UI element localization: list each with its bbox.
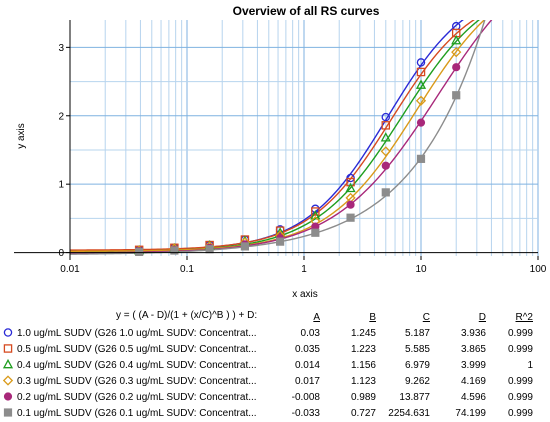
param-value-B: 1.123 (351, 376, 376, 387)
fit-curve-3 (70, 20, 486, 252)
data-point (205, 245, 214, 254)
param-value-R2: 1 (527, 360, 533, 371)
data-point (416, 67, 426, 77)
data-point (380, 132, 391, 142)
data-point (170, 246, 179, 255)
data-point (451, 34, 462, 45)
x-tick-label: 1 (301, 264, 307, 275)
param-value-B: 0.989 (351, 392, 376, 403)
legend-marker (3, 408, 13, 417)
legend-marker (3, 328, 13, 337)
legend-label: 0.3 ug/mL SUDV (G26 0.3 ug/mL SUDV: Conc… (17, 376, 257, 387)
param-header-C: C (423, 312, 430, 323)
param-value-A: 0.035 (295, 344, 320, 355)
x-tick-label: 0.1 (180, 264, 194, 275)
param-value-R2: 0.999 (508, 376, 533, 387)
data-point (381, 188, 390, 197)
data-point (346, 213, 355, 222)
param-value-B: 1.156 (351, 360, 376, 371)
param-value-C: 9.262 (405, 376, 430, 387)
legend-marker (3, 344, 13, 353)
data-point (415, 79, 427, 89)
legend-label: 1.0 ug/mL SUDV (G26 1.0 ug/mL SUDV: Conc… (17, 328, 257, 339)
x-tick-label: 0.01 (60, 264, 80, 275)
param-value-A: 0.017 (295, 376, 320, 387)
data-markers (134, 21, 462, 256)
param-value-C: 5.585 (405, 344, 430, 355)
data-point (381, 121, 391, 130)
param-value-R2: 0.999 (508, 392, 533, 403)
param-value-B: 0.727 (351, 408, 376, 419)
chart-title: Overview of all RS curves (233, 4, 380, 18)
data-point (381, 112, 391, 122)
data-point (415, 95, 427, 106)
y-tick-label: 0 (58, 248, 64, 259)
param-value-R2: 0.999 (508, 408, 533, 419)
legend-label: 0.2 ug/mL SUDV (G26 0.2 ug/mL SUDV: Conc… (17, 392, 257, 403)
param-value-C: 5.187 (405, 328, 430, 339)
data-point (240, 242, 249, 251)
legend-marker (2, 375, 14, 386)
param-value-B: 1.223 (351, 344, 376, 355)
legend-label: 0.4 ug/mL SUDV (G26 0.4 ug/mL SUDV: Conc… (17, 360, 257, 371)
data-point (381, 161, 390, 170)
data-point (416, 58, 426, 67)
data-point (311, 207, 320, 216)
x-tick-label: 100 (530, 264, 547, 275)
param-value-C: 13.877 (399, 392, 430, 403)
x-axis-label: x axis (292, 289, 318, 300)
param-value-A: 0.03 (301, 328, 321, 339)
param-header-B: B (369, 312, 376, 323)
plot-area: 0.01 0.1 1 10 100 0 1 2 3 (14, 20, 547, 275)
legend-marker (3, 392, 13, 401)
data-point (310, 210, 321, 220)
legend-label: 0.5 ug/mL SUDV (G26 0.5 ug/mL SUDV: Conc… (17, 344, 257, 355)
param-header-R2: R^2 (516, 312, 534, 323)
param-value-D: 4.169 (461, 376, 486, 387)
y-tick-label: 1 (58, 180, 64, 191)
data-point (311, 228, 320, 237)
param-value-D: 4.596 (461, 392, 486, 403)
param-value-A: 0.014 (295, 360, 320, 371)
param-value-D: 3.865 (461, 344, 486, 355)
data-point (380, 146, 391, 157)
fit-curve-4 (70, 20, 493, 254)
data-point (452, 91, 461, 100)
param-value-B: 1.245 (351, 328, 376, 339)
data-point (451, 47, 462, 58)
y-tick-label: 3 (58, 43, 64, 54)
data-point (346, 177, 355, 187)
param-header-D: D (479, 312, 486, 323)
param-value-R2: 0.999 (508, 344, 533, 355)
data-point (346, 200, 355, 209)
param-value-R2: 0.999 (508, 328, 533, 339)
param-header-A: A (313, 312, 320, 323)
data-point (452, 63, 461, 72)
param-value-A: -0.008 (292, 392, 321, 403)
data-point (416, 118, 426, 127)
param-value-C: 6.979 (405, 360, 430, 371)
param-value-D: 3.936 (461, 328, 486, 339)
data-point (345, 182, 356, 193)
param-value-D: 3.999 (461, 360, 486, 371)
param-value-A: -0.033 (292, 408, 321, 419)
legend-label: 0.1 ug/mL SUDV (G26 0.1 ug/mL SUDV: Conc… (17, 408, 257, 419)
equation-label: y = ( (A - D)/(1 + (x/C)^B ) ) + D: (116, 310, 257, 321)
param-value-C: 2254.631 (388, 408, 430, 419)
axes: 0.01 0.1 1 10 100 0 1 2 3 (14, 20, 547, 275)
data-point (276, 237, 285, 246)
y-tick-label: 2 (58, 111, 64, 122)
y-axis-label: y axis (16, 123, 27, 149)
legend-marker (2, 358, 14, 369)
data-point (135, 247, 144, 256)
param-value-D: 74.199 (455, 408, 486, 419)
grid-lines (69, 20, 539, 256)
legend: y = ( (A - D)/(1 + (x/C)^B ) ) + D: A B C D… (2, 310, 534, 419)
x-tick-label: 10 (415, 264, 427, 275)
data-point (416, 154, 426, 163)
